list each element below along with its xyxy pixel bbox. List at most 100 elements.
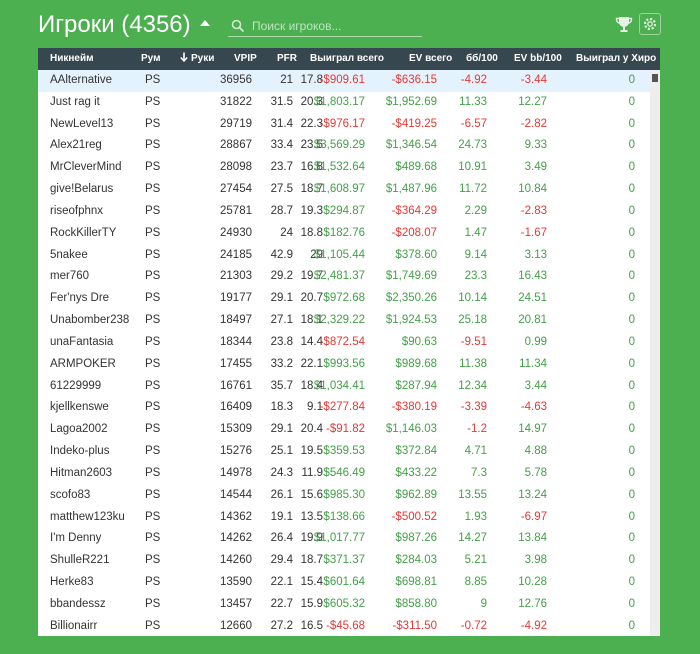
- search-box[interactable]: [228, 16, 422, 37]
- cell-nick: Just rag it: [50, 95, 100, 108]
- scrollbar-thumb[interactable]: [652, 74, 658, 82]
- col-won-total[interactable]: Выиграл всего: [310, 53, 385, 64]
- cell-hands: 16761: [220, 379, 252, 392]
- table-body: AAlternative PS 36956 21 17.8 -$909.61 -$636.1…: [38, 70, 650, 636]
- col-room[interactable]: Рум: [141, 53, 161, 64]
- cell-hands: 17455: [220, 357, 252, 370]
- cell-vpip: 22.7: [270, 597, 293, 610]
- cell-bb100: 4.71: [464, 445, 487, 458]
- cell-evbb: 3.13: [524, 248, 547, 261]
- table-row[interactable]: ShulleR221 PS 14260 29.4 18.7 $371.37 $284.03 5…: [38, 550, 650, 572]
- table-row[interactable]: Indeko-plus PS 15276 25.1 19.5 $359.53 $372.84…: [38, 441, 650, 463]
- cell-bb100: 12.34: [458, 379, 487, 392]
- table-row[interactable]: Just rag it PS 31822 31.5 20.3 $1,803.17 $1,95…: [38, 92, 650, 114]
- cell-vpip: 23.7: [270, 161, 293, 174]
- table-row[interactable]: Fer'nys Dre PS 19177 29.1 20.7 $972.68 $2,350.…: [38, 288, 650, 310]
- col-ev-total[interactable]: EV всего: [409, 53, 453, 64]
- cell-hands: 12660: [220, 619, 252, 632]
- cell-nick: Herke83: [50, 576, 94, 589]
- col-hands-sort[interactable]: Руки: [180, 48, 214, 70]
- col-nickname[interactable]: Никнейм: [50, 53, 94, 64]
- cell-hero: 0: [628, 597, 635, 610]
- table-row[interactable]: give!Belarus PS 27454 27.5 18.7 $1,608.97 $1,4…: [38, 179, 650, 201]
- cell-won: -$909.61: [319, 74, 365, 86]
- cell-vpip: 26.4: [270, 532, 293, 545]
- cell-pfr: 15.9: [300, 597, 323, 610]
- table-row[interactable]: Herke83 PS 13590 22.1 15.4 $601.64 $698.81 8.85…: [38, 572, 650, 594]
- cell-won: $1,105.44: [313, 248, 365, 261]
- col-vpip[interactable]: VPIP: [234, 53, 257, 64]
- cell-bb100: 14.27: [458, 532, 487, 545]
- col-ev-bb100[interactable]: EV bb/100: [514, 53, 562, 64]
- cell-pfr: 18.4: [300, 379, 323, 392]
- cell-evbb: -2.83: [520, 204, 547, 217]
- cell-bb100: 11.33: [459, 95, 487, 108]
- table-row[interactable]: 61229999 PS 16761 35.7 18.4 $1,034.41 $287.94 1…: [38, 376, 650, 398]
- cell-ev: $1,487.96: [385, 183, 437, 196]
- cell-nick: Hitman2603: [50, 466, 113, 479]
- trophy-icon[interactable]: [614, 14, 634, 34]
- table-row[interactable]: NewLevel13 PS 29719 31.4 22.3 -$976.17 -$419.2…: [38, 114, 650, 136]
- cell-bb100: -6.57: [460, 117, 487, 130]
- table-row[interactable]: Hitman2603 PS 14978 24.3 11.9 $546.49 $433.22 7…: [38, 463, 650, 485]
- cell-ev: -$364.29: [391, 204, 437, 217]
- table-row[interactable]: scofo83 PS 14544 26.1 15.6 $985.30 $962.89 13.5…: [38, 485, 650, 507]
- table-row[interactable]: I'm Denny PS 14262 26.4 19.9 $1,017.77 $987.26…: [38, 528, 650, 550]
- scrollbar[interactable]: [650, 70, 660, 636]
- cell-ev: $987.26: [395, 532, 437, 545]
- cell-ev: $90.63: [401, 335, 437, 348]
- table-row[interactable]: MrCleverMind PS 28098 23.7 16.8 $1,532.64 $489…: [38, 157, 650, 179]
- cell-bb100: 5.21: [464, 554, 487, 567]
- table-row[interactable]: bbandessz PS 13457 22.7 15.9 $605.32 $858.80 9 1…: [38, 594, 650, 616]
- cell-won: $3,569.29: [313, 139, 365, 152]
- cell-won: $182.76: [323, 226, 365, 239]
- cell-vpip: 27.2: [270, 619, 293, 632]
- cell-hands: 15276: [220, 445, 252, 458]
- table-row[interactable]: matthew123ku PS 14362 19.1 13.5 $138.66 -$500.…: [38, 507, 650, 529]
- cell-hands: 14544: [220, 488, 252, 501]
- cell-nick: give!Belarus: [50, 183, 114, 196]
- col-hands: Руки: [191, 53, 215, 64]
- cell-hands: 36956: [220, 74, 252, 86]
- cell-hands: 24185: [220, 248, 252, 261]
- cell-room: PS: [145, 466, 161, 479]
- cell-evbb: 4.88: [524, 445, 547, 458]
- table-row[interactable]: Billionairr PS 12660 27.2 16.5 -$45.68 -$311.5…: [38, 616, 650, 636]
- table-row[interactable]: ARMPOKER PS 17455 33.2 22.1 $993.56 $989.68 11.…: [38, 354, 650, 376]
- table-row[interactable]: Alex21reg PS 28867 33.4 23.5 $3,569.29 $1,346.…: [38, 135, 650, 157]
- cell-room: PS: [145, 292, 161, 305]
- cell-nick: bbandessz: [50, 597, 106, 610]
- cell-ev: $1,952.69: [385, 95, 437, 108]
- cell-bb100: 1.93: [464, 510, 487, 523]
- cell-evbb: -2.82: [520, 117, 547, 130]
- table-row[interactable]: 5nakee PS 24185 42.9 29 $1,105.44 $378.60 9.14 3…: [38, 245, 650, 267]
- table-row[interactable]: Unabomber238 PS 18497 27.1 18.1 $2,329.22 $1,9…: [38, 310, 650, 332]
- table-row[interactable]: unaFantasia PS 18344 23.8 14.4 -$872.54 $90.63…: [38, 332, 650, 354]
- cell-ev: $2,350.26: [385, 292, 437, 305]
- cell-ev: -$380.19: [391, 401, 437, 414]
- table-row[interactable]: Lagoa2002 PS 15309 29.1 20.4 -$91.82 $1,146.03…: [38, 419, 650, 441]
- cell-won: -$45.68: [325, 619, 365, 632]
- col-pfr[interactable]: PFR: [277, 53, 297, 64]
- cell-room: PS: [145, 226, 161, 239]
- cell-vpip: 31.4: [270, 117, 293, 130]
- cell-pfr: 14.4: [300, 335, 323, 348]
- cell-hero: 0: [628, 379, 635, 392]
- search-input[interactable]: [252, 16, 420, 36]
- cell-bb100: 10.91: [458, 161, 487, 174]
- table-row[interactable]: riseofphnx PS 25781 28.7 19.3 $294.87 -$364.29…: [38, 201, 650, 223]
- table-row[interactable]: mer760 PS 21303 29.2 19.7 $2,481.37 $1,749.69 2…: [38, 266, 650, 288]
- table-row[interactable]: kjellkenswe PS 16409 18.3 9.1 -$277.84 -$380.1…: [38, 397, 650, 419]
- table-row[interactable]: AAlternative PS 36956 21 17.8 -$909.61 -$636.1…: [38, 70, 650, 92]
- cell-pfr: 29: [310, 248, 323, 261]
- cell-room: PS: [145, 576, 161, 589]
- cell-hands: 29719: [220, 117, 252, 130]
- settings-button[interactable]: [639, 13, 661, 35]
- col-won-vs-hero[interactable]: Выиграл у Хиро: [576, 53, 657, 64]
- cell-pfr: 15.6: [300, 488, 323, 501]
- table-row[interactable]: RockKillerTY PS 24930 24 18.8 $182.76 -$208.07…: [38, 223, 650, 245]
- cell-nick: RockKillerTY: [50, 226, 117, 239]
- cell-nick: MrCleverMind: [50, 161, 122, 174]
- col-bb100[interactable]: бб/100: [466, 53, 498, 64]
- caret-up-icon[interactable]: [200, 20, 210, 26]
